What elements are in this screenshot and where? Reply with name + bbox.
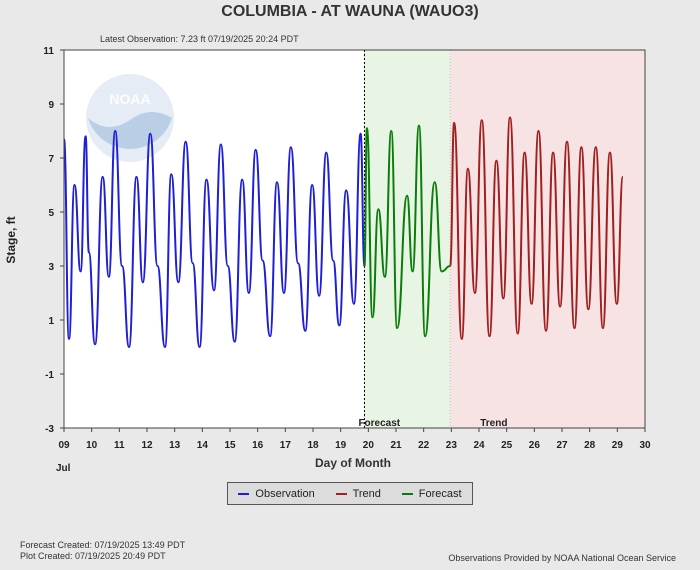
x-tick-label: 26 [529, 440, 541, 451]
x-tick-label: 28 [584, 440, 596, 451]
x-tick-label: 14 [197, 440, 209, 451]
legend-label: Forecast [418, 487, 462, 500]
x-tick-label: 18 [307, 440, 319, 451]
x-tick-label: 10 [86, 440, 98, 451]
x-tick-label: 27 [556, 440, 568, 451]
x-tick-label: 15 [224, 440, 236, 451]
x-tick-label: 24 [473, 440, 485, 451]
legend-item-observation: Observation [238, 487, 315, 500]
plot-created: Plot Created: 07/19/2025 20:49 PDT [20, 551, 166, 561]
x-tick-label: 30 [639, 440, 651, 451]
y-tick-label: 11 [43, 46, 54, 57]
x-tick-label: 22 [418, 440, 430, 451]
y-axis-label: Stage, ft [4, 216, 18, 263]
latest-observation: Latest Observation: 7.23 ft 07/19/2025 2… [100, 34, 299, 44]
legend-label: Observation [255, 487, 315, 500]
noaa-logo: NOAA [86, 74, 174, 162]
x-tick-label: 09 [58, 440, 70, 451]
legend-swatch [401, 492, 413, 495]
x-tick-label: 17 [280, 440, 292, 451]
x-tick-label: 21 [390, 440, 402, 451]
noaa-logo-text: NOAA [109, 91, 150, 107]
legend-label: Trend [352, 487, 381, 500]
y-tick-label: -1 [45, 370, 54, 381]
region-label-forecast: Forecast [358, 418, 400, 429]
x-tick-label: 11 [114, 440, 125, 451]
x-tick-label: 13 [169, 440, 181, 451]
y-tick-label: 1 [48, 316, 54, 327]
legend-item-trend: Trend [335, 487, 381, 500]
x-tick-label: 20 [363, 440, 375, 451]
credit-line: Observations Provided by NOAA National O… [448, 553, 676, 563]
x-tick-label: 16 [252, 440, 264, 451]
x-tick-label: 12 [141, 440, 153, 451]
x-tick-label: 29 [612, 440, 624, 451]
y-tick-label: 3 [48, 262, 54, 273]
x-tick-label: 25 [501, 440, 513, 451]
chart-legend: Observation Trend Forecast [227, 482, 473, 505]
series-observation [63, 129, 366, 349]
x-tick-label: 23 [446, 440, 458, 451]
x-month-label: Jul [56, 463, 71, 474]
forecast-created: Forecast Created: 07/19/2025 13:49 PDT [20, 540, 186, 550]
region-trend [450, 50, 645, 428]
series-trend [449, 116, 624, 340]
page-title: COLUMBIA - AT WAUNA (WAUO3) [221, 3, 479, 20]
region-label-trend: Trend [480, 418, 507, 429]
x-tick-label: 19 [335, 440, 347, 451]
x-axis-label: Day of Month [315, 456, 391, 470]
y-tick-label: 5 [48, 208, 54, 219]
legend-item-forecast: Forecast [401, 487, 462, 500]
region-forecast [364, 50, 451, 428]
legend-swatch [335, 492, 347, 495]
series-forecast [363, 124, 451, 338]
y-tick-label: -3 [45, 424, 54, 435]
plot-frame [63, 49, 646, 429]
legend-swatch [238, 492, 250, 495]
y-tick-label: 7 [48, 154, 54, 165]
y-tick-label: 9 [48, 100, 54, 111]
